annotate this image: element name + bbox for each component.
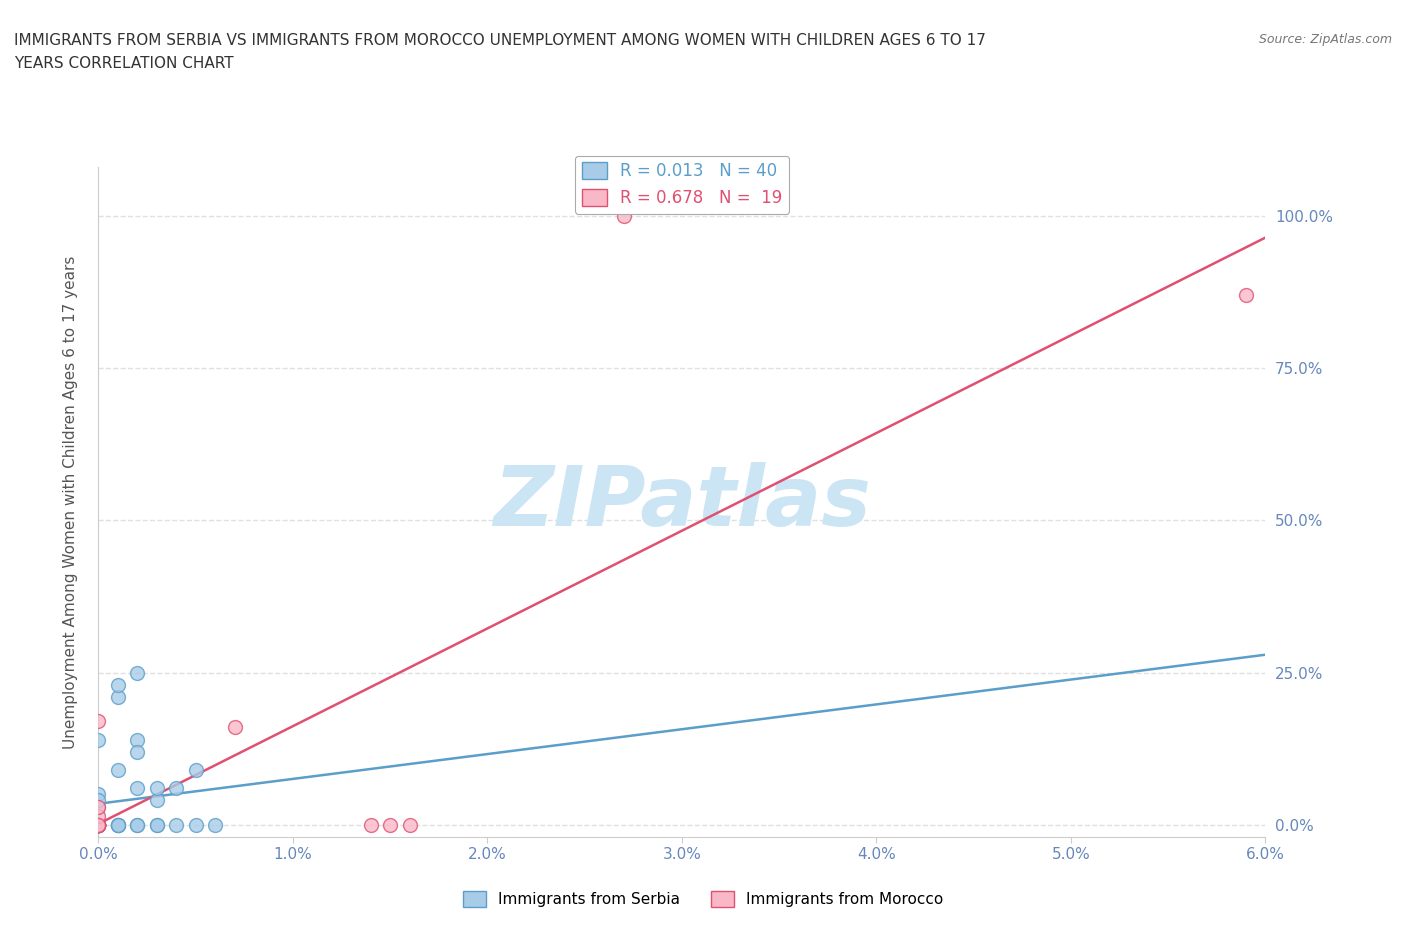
Point bbox=[87, 714, 110, 729]
Point bbox=[224, 720, 246, 735]
Point bbox=[87, 817, 110, 832]
Point bbox=[87, 817, 110, 832]
Point bbox=[1234, 287, 1257, 302]
Point bbox=[87, 799, 110, 814]
Point bbox=[87, 817, 110, 832]
Point bbox=[87, 817, 110, 832]
Point bbox=[87, 732, 110, 747]
Point bbox=[87, 793, 110, 808]
Point bbox=[87, 817, 110, 832]
Y-axis label: Unemployment Among Women with Children Ages 6 to 17 years: Unemployment Among Women with Children A… bbox=[63, 256, 77, 749]
Point bbox=[127, 817, 149, 832]
Point bbox=[87, 817, 110, 832]
Point bbox=[87, 817, 110, 832]
Point bbox=[146, 793, 169, 808]
Point bbox=[87, 817, 110, 832]
Point bbox=[204, 817, 226, 832]
Point bbox=[87, 817, 110, 832]
Text: IMMIGRANTS FROM SERBIA VS IMMIGRANTS FROM MOROCCO UNEMPLOYMENT AMONG WOMEN WITH : IMMIGRANTS FROM SERBIA VS IMMIGRANTS FRO… bbox=[14, 33, 986, 47]
Point bbox=[87, 817, 110, 832]
Point bbox=[107, 677, 129, 692]
Point bbox=[107, 689, 129, 704]
Point bbox=[87, 817, 110, 832]
Point bbox=[87, 817, 110, 832]
Point bbox=[613, 208, 636, 223]
Text: Source: ZipAtlas.com: Source: ZipAtlas.com bbox=[1258, 33, 1392, 46]
Point bbox=[107, 817, 129, 832]
Point bbox=[107, 817, 129, 832]
Point bbox=[87, 817, 110, 832]
Point bbox=[87, 817, 110, 832]
Point bbox=[87, 817, 110, 832]
Point bbox=[378, 817, 402, 832]
Point bbox=[87, 817, 110, 832]
Point bbox=[87, 817, 110, 832]
Point bbox=[127, 781, 149, 796]
Point bbox=[184, 817, 207, 832]
Point bbox=[107, 763, 129, 777]
Point bbox=[87, 799, 110, 814]
Point bbox=[87, 817, 110, 832]
Point bbox=[87, 808, 110, 823]
Text: YEARS CORRELATION CHART: YEARS CORRELATION CHART bbox=[14, 56, 233, 71]
Point bbox=[165, 817, 187, 832]
Point bbox=[398, 817, 420, 832]
Point bbox=[107, 817, 129, 832]
Point bbox=[165, 781, 187, 796]
Point bbox=[127, 732, 149, 747]
Point bbox=[146, 817, 169, 832]
Point bbox=[87, 817, 110, 832]
Point bbox=[107, 817, 129, 832]
Legend: Immigrants from Serbia, Immigrants from Morocco: Immigrants from Serbia, Immigrants from … bbox=[457, 884, 949, 913]
Point bbox=[127, 817, 149, 832]
Point bbox=[184, 763, 207, 777]
Point bbox=[146, 781, 169, 796]
Point bbox=[127, 744, 149, 759]
Point bbox=[87, 817, 110, 832]
Point bbox=[87, 817, 110, 832]
Point bbox=[87, 817, 110, 832]
Point bbox=[87, 787, 110, 802]
Point bbox=[87, 817, 110, 832]
Point bbox=[127, 665, 149, 680]
Point bbox=[87, 817, 110, 832]
Point bbox=[360, 817, 382, 832]
Text: ZIPatlas: ZIPatlas bbox=[494, 461, 870, 543]
Point bbox=[146, 817, 169, 832]
Legend: R = 0.013   N = 40, R = 0.678   N =  19: R = 0.013 N = 40, R = 0.678 N = 19 bbox=[575, 155, 789, 214]
